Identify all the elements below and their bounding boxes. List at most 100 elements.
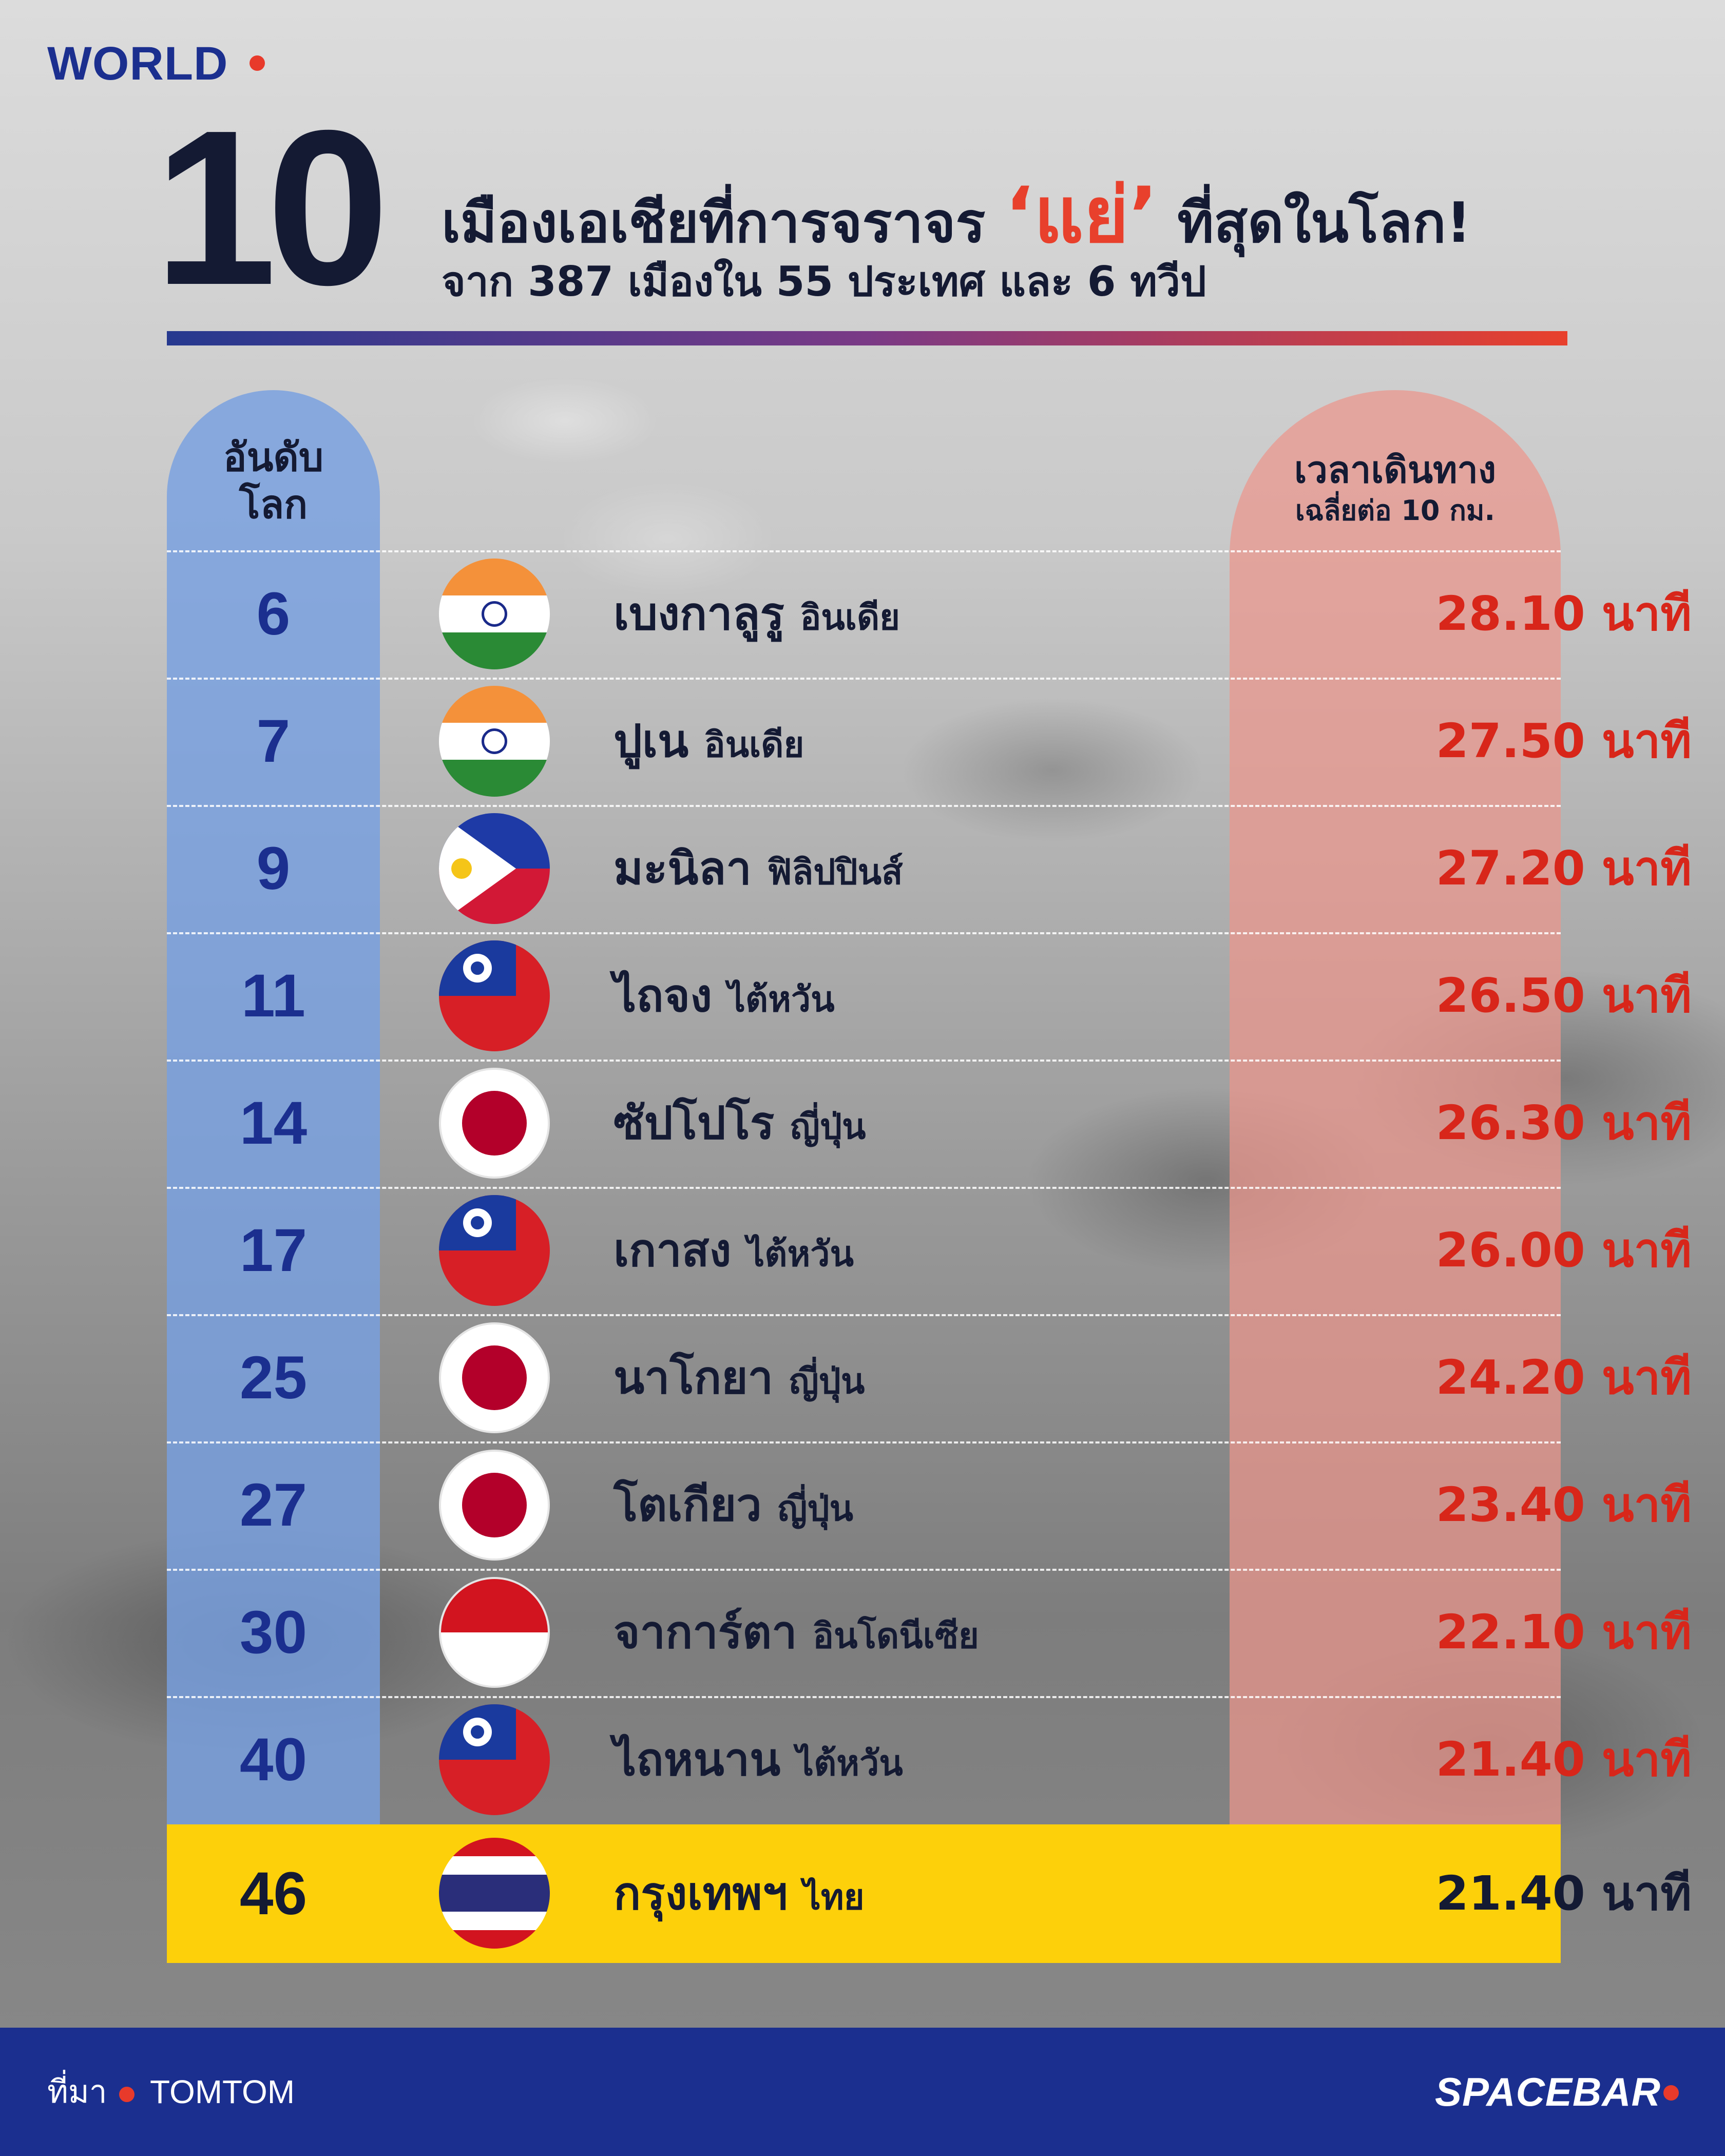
taiwan-flag-icon <box>439 1704 550 1815</box>
philippines-flag-icon <box>439 813 550 924</box>
table-row: 14 ซัปโปโร ญี่ปุ่น 26.30 นาที <box>167 1060 1692 1187</box>
country-name: ญี่ปุ่น <box>790 1107 866 1147</box>
row-divider <box>167 1187 1561 1189</box>
row-rank: 17 <box>239 1217 308 1284</box>
taiwan-flag-icon <box>439 940 550 1051</box>
row-rank: 9 <box>256 835 291 902</box>
headline-accent: ‘แย่’ <box>1005 171 1158 260</box>
row-divider <box>167 678 1561 680</box>
japan-flag-icon <box>439 1322 550 1433</box>
sun-core <box>469 1723 486 1741</box>
source-dot-icon <box>119 2087 135 2102</box>
row-divider <box>167 550 1561 552</box>
row-rank: 46 <box>239 1860 308 1928</box>
city-name: กรุงเทพฯ <box>614 1867 788 1920</box>
headline-before: เมืองเอเชียที่การจราจร <box>442 191 986 255</box>
row-time: 26.50 นาที <box>1435 968 1692 1023</box>
section-label: WORLD <box>47 37 228 90</box>
row-city: โตเกียว ญี่ปุ่น <box>614 1441 853 1569</box>
row-city: เบงกาลูรู อินเดีย <box>614 550 900 678</box>
table-row: 9 มะนิลา ฟิลิปปินส์ 27.20 นาที <box>167 805 1692 932</box>
rank-header-line-1: อันดับ <box>223 434 324 480</box>
table-row: 40 ไถหนาน ไต้หวัน 21.40 นาที <box>167 1696 1692 1823</box>
row-time: 21.40 นาที <box>1435 1732 1692 1787</box>
footer-bar <box>0 2028 1725 2156</box>
row-divider <box>167 1060 1561 1062</box>
row-rank: 6 <box>256 580 291 648</box>
country-name: ไต้หวัน <box>796 1743 903 1784</box>
row-divider <box>167 1441 1561 1443</box>
country-name: ญี่ปุ่น <box>789 1361 865 1402</box>
country-name: ไต้หวัน <box>727 979 835 1020</box>
row-time: 26.30 นาที <box>1435 1095 1692 1150</box>
city-name: เบงกาลูรู <box>614 587 784 640</box>
country-name: ฟิลิปปินส์ <box>767 852 903 893</box>
time-column-background <box>1230 390 1561 1843</box>
table-row: 27 โตเกียว ญี่ปุ่น 23.40 นาที <box>167 1441 1692 1569</box>
city-name: นาโกยา <box>614 1351 774 1404</box>
rank-column-header: อันดับ โลก <box>167 434 380 528</box>
row-city: นาโกยา ญี่ปุ่น <box>614 1314 865 1441</box>
sun-disc <box>462 1091 527 1156</box>
japan-flag-icon <box>439 1450 550 1561</box>
country-name: ไทย <box>803 1877 865 1918</box>
time-header-line-1: เวลาเดินทาง <box>1294 448 1497 491</box>
source-name: TOMTOM <box>150 2073 295 2110</box>
row-city: ปูเน อินเดีย <box>614 678 804 805</box>
city-name: ไถจง <box>614 969 713 1022</box>
thailand-flag-icon <box>439 1838 550 1949</box>
brand-logo: SPACEBAR <box>1435 2069 1661 2114</box>
row-time: 23.40 นาที <box>1435 1477 1692 1532</box>
sun-disc <box>462 1345 527 1410</box>
row-city: เกาสง ไต้หวัน <box>614 1187 854 1314</box>
highlight-row-bangkok: 46 กรุงเทพฯ ไทย 21.40 นาที <box>167 1824 1692 1963</box>
city-name: เกาสง <box>614 1224 732 1277</box>
row-rank: 11 <box>241 962 305 1030</box>
table-row: 11 ไถจง ไต้หวัน 26.50 นาที <box>167 932 1692 1060</box>
sun-disc <box>462 1473 527 1537</box>
table-row: 6 เบงกาลูรู อินเดีย 28.10 นาที <box>167 550 1692 678</box>
title-gradient-bar <box>167 331 1567 345</box>
country-name: อินเดีย <box>704 725 804 765</box>
city-name: มะนิลา <box>614 842 752 895</box>
sun-icon <box>451 858 472 879</box>
row-city: ซัปโปโร ญี่ปุ่น <box>614 1060 866 1187</box>
source-label: ที่มา <box>47 2073 107 2110</box>
country-name: ไต้หวัน <box>747 1234 854 1275</box>
country-name: อินเดีย <box>800 598 900 638</box>
city-name: ซัปโปโร <box>614 1096 775 1149</box>
row-city: มะนิลา ฟิลิปปินส์ <box>614 805 903 932</box>
row-divider <box>167 932 1561 934</box>
row-divider <box>167 805 1561 807</box>
headline: เมืองเอเชียที่การจราจร ‘แย่’ ที่สุดในโลก… <box>442 154 1471 276</box>
subheadline: จาก 387 เมืองใน 55 ประเทศ และ 6 ทวีป <box>442 258 1206 305</box>
chakra-icon <box>482 601 507 627</box>
taiwan-flag-icon <box>439 1195 550 1306</box>
table-row: 17 เกาสง ไต้หวัน 26.00 นาที <box>167 1187 1692 1314</box>
table-row: 7 ปูเน อินเดีย 27.50 นาที <box>167 678 1692 805</box>
india-flag-icon <box>439 686 550 797</box>
chakra-icon <box>482 728 507 754</box>
city-name: จาการ์ตา <box>614 1606 797 1659</box>
row-time: 22.10 นาที <box>1435 1605 1692 1660</box>
row-city: ไถจง ไต้หวัน <box>614 932 835 1060</box>
city-name: โตเกียว <box>614 1478 762 1531</box>
row-rank: 40 <box>239 1726 308 1794</box>
row-city: กรุงเทพฯ ไทย <box>614 1824 865 1963</box>
time-column-header: เวลาเดินทาง เฉลี่ยต่อ 10 กม. <box>1230 447 1561 529</box>
headline-after: ที่สุดในโลก! <box>1177 191 1471 255</box>
japan-flag-icon <box>439 1068 550 1179</box>
sun-core <box>469 959 486 977</box>
sun-core <box>469 1214 486 1231</box>
rank-column-background <box>167 390 380 1843</box>
flag-triangle <box>439 813 516 924</box>
row-time: 21.40 นาที <box>1435 1866 1692 1921</box>
row-divider <box>167 1569 1561 1571</box>
city-name: ปูเน <box>614 715 689 767</box>
row-time: 26.00 นาที <box>1435 1223 1692 1278</box>
india-flag-icon <box>439 559 550 669</box>
section-dot-icon <box>250 55 265 71</box>
table-row: 30 จาการ์ตา อินโดนีเซีย 22.10 นาที <box>167 1569 1692 1696</box>
row-rank: 7 <box>256 707 291 775</box>
row-divider <box>167 1696 1561 1698</box>
